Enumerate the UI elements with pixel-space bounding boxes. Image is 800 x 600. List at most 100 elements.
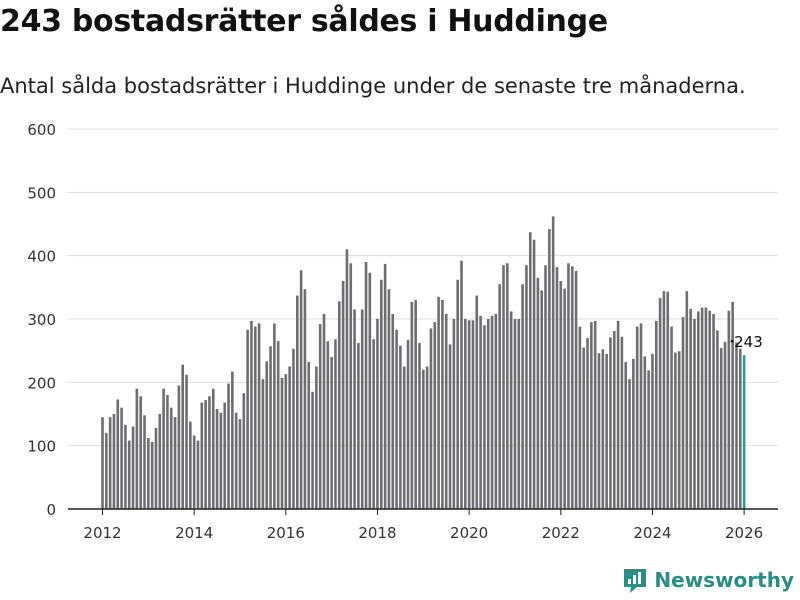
bar	[483, 325, 486, 509]
bar	[246, 329, 249, 509]
bar	[120, 407, 123, 509]
brand-name: Newsworthy	[654, 568, 794, 592]
bar	[196, 440, 200, 509]
bar	[452, 319, 456, 509]
bar	[521, 284, 524, 509]
y-tick-label: 500	[27, 184, 56, 202]
bar	[677, 351, 681, 509]
bar	[582, 347, 586, 509]
x-tick-label: 2018	[358, 524, 396, 542]
bar	[280, 377, 284, 509]
bar	[108, 417, 112, 509]
bar	[498, 284, 501, 509]
bar	[700, 307, 704, 509]
bar	[261, 379, 265, 509]
x-tick-label: 2014	[175, 524, 213, 542]
bar	[647, 370, 650, 509]
bar	[200, 402, 204, 509]
bar	[479, 315, 482, 509]
bar	[528, 232, 532, 510]
x-tick-label: 2020	[450, 524, 488, 542]
bar	[460, 260, 463, 509]
bar	[513, 319, 517, 509]
bar	[609, 337, 612, 509]
bar	[651, 353, 654, 509]
x-tick-label: 2024	[633, 524, 671, 542]
bar	[162, 388, 165, 509]
bar	[322, 313, 326, 509]
bar	[154, 427, 158, 509]
bar	[536, 277, 540, 509]
bar	[448, 344, 452, 509]
bar	[223, 402, 227, 509]
bar	[490, 315, 494, 509]
bar	[242, 393, 246, 509]
bar	[467, 320, 471, 509]
bar	[150, 441, 154, 509]
bar	[177, 385, 181, 509]
bar	[723, 341, 727, 509]
bar	[616, 320, 620, 509]
bar	[215, 408, 219, 509]
bar	[658, 298, 662, 509]
bar	[689, 308, 692, 509]
x-tick-label: 2026	[725, 524, 763, 542]
bar-highlight	[742, 355, 746, 509]
y-tick-label: 400	[27, 248, 56, 266]
bar	[391, 313, 395, 509]
bar	[670, 326, 673, 509]
bar	[116, 399, 120, 509]
bar	[250, 320, 253, 509]
bar	[639, 323, 643, 509]
bar	[143, 415, 146, 509]
annotation-dot	[730, 339, 734, 343]
bar	[555, 267, 559, 509]
bar	[414, 300, 417, 509]
bar	[234, 412, 238, 509]
bar	[372, 339, 375, 509]
bar	[208, 396, 211, 509]
bar	[345, 249, 349, 509]
bar	[433, 322, 437, 509]
bar	[349, 263, 353, 509]
bar	[574, 270, 578, 509]
bar	[276, 341, 280, 509]
newsworthy-logo-icon	[624, 569, 647, 593]
bar	[395, 329, 398, 509]
x-tick-label: 2012	[83, 524, 121, 542]
brand-logo: Newsworthy	[622, 566, 794, 594]
bar	[429, 328, 433, 509]
bar	[227, 383, 230, 509]
bar	[586, 338, 589, 509]
bar	[189, 421, 192, 509]
bar	[666, 291, 670, 509]
bar	[204, 400, 207, 509]
bar	[628, 379, 631, 509]
bar	[364, 262, 368, 509]
bar	[739, 348, 742, 509]
bar	[383, 263, 387, 509]
bar	[712, 313, 715, 509]
bar	[570, 266, 574, 509]
bar	[219, 412, 223, 509]
bar	[471, 320, 475, 509]
chart-subtitle: Antal sålda bostadsrätter i Huddinge und…	[0, 74, 746, 98]
bar	[551, 216, 555, 509]
bar	[597, 353, 601, 509]
bar	[418, 343, 421, 509]
bar	[444, 313, 448, 509]
bar	[681, 317, 685, 509]
bar	[311, 391, 314, 509]
bar	[326, 341, 330, 509]
bar	[685, 291, 689, 509]
bar	[353, 309, 356, 509]
bar	[464, 319, 467, 509]
bar	[288, 366, 291, 509]
bar	[166, 395, 169, 509]
bar	[101, 417, 104, 509]
y-tick-label: 0	[46, 501, 56, 519]
bar	[330, 357, 333, 509]
bar	[643, 356, 647, 509]
bar	[410, 301, 414, 509]
